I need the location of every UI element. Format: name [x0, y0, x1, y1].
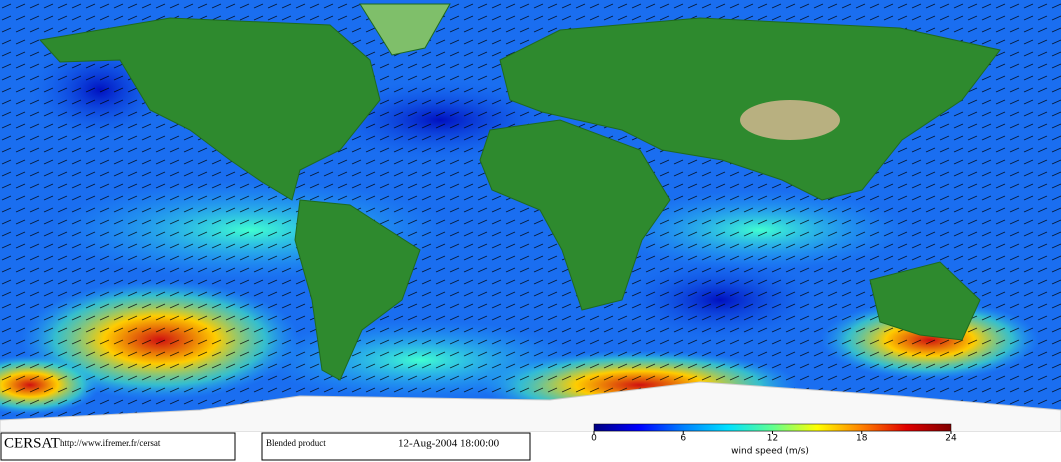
colorbar-label: wind speed (m/s)	[731, 447, 809, 457]
colorbar-tick-label: 0	[591, 434, 597, 444]
url: http://www.ifremer.fr/cersat	[60, 438, 161, 448]
timestamp: 12-Aug-2004 18:00:00	[398, 438, 500, 450]
product-box	[261, 432, 531, 461]
credit-box	[0, 432, 236, 461]
product: Blended product	[266, 438, 326, 448]
colorbar-tick-label: 18	[856, 434, 868, 444]
colorbar-tick-label: 12	[767, 434, 778, 444]
colorbar-tick-label: 24	[945, 434, 957, 444]
colorbar	[593, 423, 952, 432]
land	[0, 3, 1061, 433]
colorbar-tick-label: 6	[680, 434, 686, 444]
logo: CERSAT	[4, 435, 60, 451]
